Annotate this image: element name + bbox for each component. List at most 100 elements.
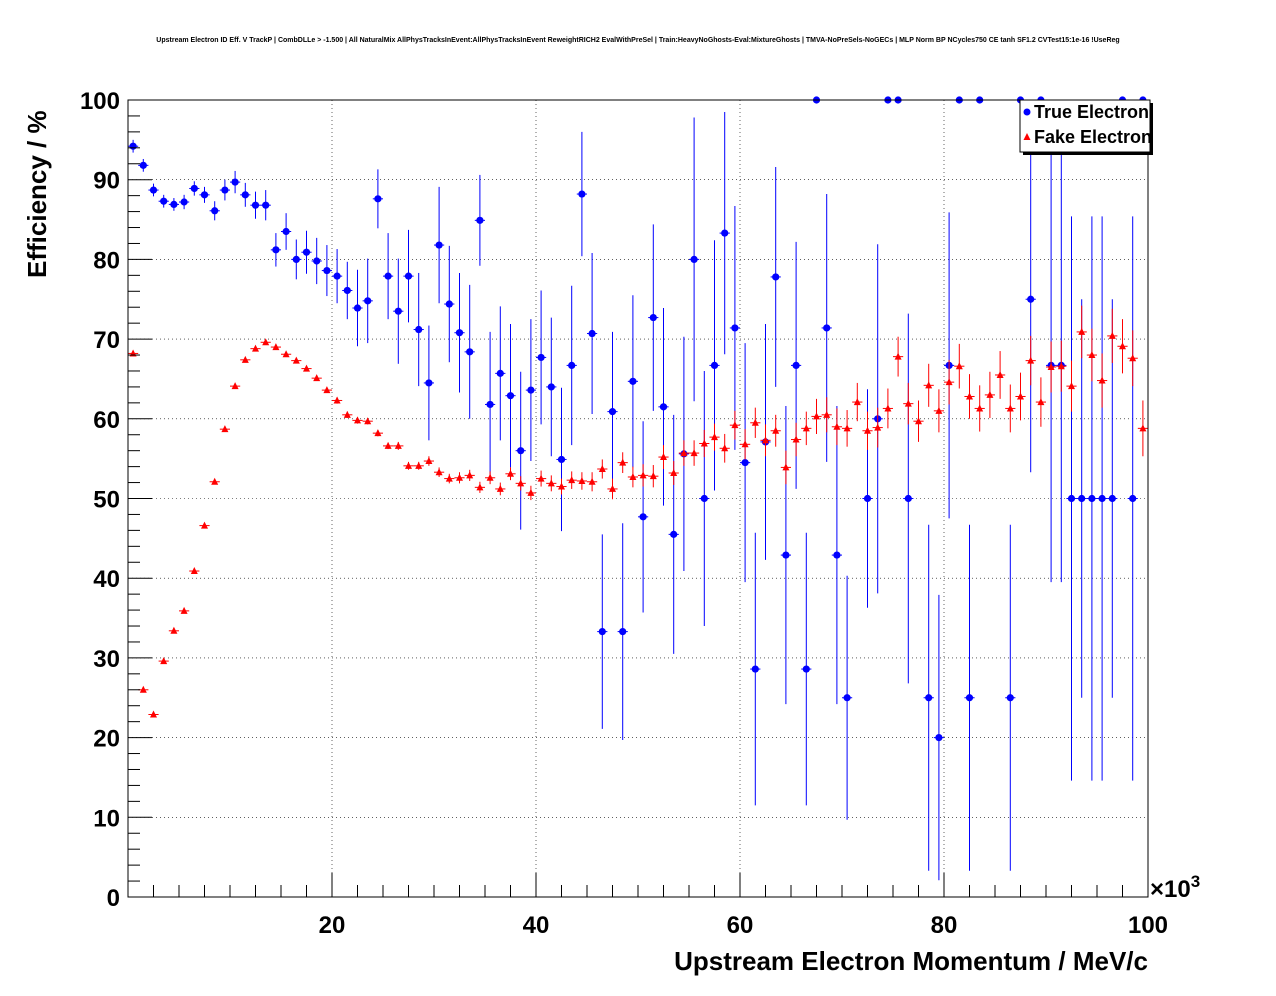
point-marker <box>649 313 657 322</box>
point-marker <box>201 521 208 529</box>
point-marker <box>996 370 1004 378</box>
point-marker <box>425 457 433 465</box>
data-point <box>525 319 536 462</box>
point-marker <box>1139 424 1147 432</box>
data-point <box>964 524 975 871</box>
data-point <box>801 411 812 446</box>
point-marker <box>476 483 484 491</box>
point-marker <box>200 191 209 199</box>
data-point <box>668 414 679 654</box>
data-point <box>627 295 638 468</box>
data-point <box>862 411 873 450</box>
x-axis-exponent: ×103 <box>1150 872 1200 903</box>
data-point <box>525 485 536 501</box>
data-point <box>750 407 761 438</box>
data-point <box>179 606 190 614</box>
point-marker <box>190 567 198 575</box>
point-marker <box>762 436 769 444</box>
point-marker <box>313 257 321 265</box>
data-point <box>189 567 200 575</box>
data-point <box>740 343 751 583</box>
data-point <box>505 323 516 468</box>
data-point <box>1076 299 1087 698</box>
point-marker <box>415 461 423 469</box>
data-point <box>903 382 914 425</box>
point-marker <box>833 422 841 430</box>
data-point <box>403 461 414 470</box>
y-tick-label: 20 <box>93 726 120 753</box>
data-point <box>791 422 802 457</box>
point-marker <box>374 195 382 203</box>
data-point <box>1046 341 1057 393</box>
point-marker <box>772 273 780 281</box>
data-point <box>1107 299 1118 698</box>
point-marker <box>731 421 739 429</box>
data-point <box>913 400 924 442</box>
data-point <box>321 386 332 394</box>
data-point <box>556 387 567 532</box>
y-tick-label: 60 <box>93 407 120 434</box>
data-point <box>393 441 404 450</box>
data-point <box>597 459 608 479</box>
point-marker <box>578 190 586 198</box>
point-marker <box>976 404 984 412</box>
point-marker <box>160 197 168 205</box>
data-point <box>434 186 445 304</box>
point-marker <box>986 390 994 398</box>
point-marker <box>170 626 178 634</box>
point-marker <box>1068 382 1075 390</box>
point-marker <box>537 353 545 362</box>
data-point <box>933 594 944 881</box>
data-point <box>729 206 740 450</box>
point-marker <box>751 418 759 426</box>
data-point <box>556 478 567 495</box>
data-point <box>393 258 404 364</box>
y-tick-label: 80 <box>93 247 120 274</box>
point-marker <box>915 417 922 425</box>
data-point <box>383 233 394 320</box>
point-marker <box>251 201 260 209</box>
point-marker <box>445 300 453 308</box>
point-marker <box>1017 392 1024 400</box>
point-marker <box>353 304 362 312</box>
data-point <box>842 410 853 447</box>
data-point <box>740 429 751 460</box>
data-point <box>250 344 261 352</box>
point-marker <box>364 417 372 425</box>
data-point <box>485 331 496 477</box>
point-marker <box>476 216 484 224</box>
point-marker <box>629 377 637 385</box>
data-point <box>536 470 547 487</box>
data-point <box>148 183 159 197</box>
data-point <box>933 389 944 433</box>
point-marker <box>303 364 310 372</box>
point-marker <box>333 272 341 280</box>
x-tick-label: 100 <box>1128 912 1168 939</box>
data-point <box>811 398 822 434</box>
point-marker <box>333 396 341 404</box>
data-point <box>454 472 465 484</box>
legend-box <box>1019 99 1151 153</box>
data-point <box>1097 353 1108 408</box>
data-point <box>1025 335 1036 386</box>
point-marker <box>496 484 504 492</box>
x-axis-title: Upstream Electron Momentum / MeV/c <box>674 946 1148 976</box>
point-marker <box>139 685 147 693</box>
data-point <box>770 166 781 387</box>
data-point <box>485 471 496 485</box>
data-point <box>444 473 455 484</box>
data-point <box>658 445 669 470</box>
point-marker <box>343 286 351 295</box>
data-point <box>944 359 955 405</box>
data-point <box>434 467 445 477</box>
point-marker <box>568 476 576 484</box>
data-point <box>842 575 853 820</box>
data-point <box>179 194 190 210</box>
data-point <box>240 355 251 363</box>
data-point <box>281 350 292 358</box>
point-marker <box>670 468 678 476</box>
data-point <box>984 371 995 419</box>
data-point <box>1066 216 1077 781</box>
data-point <box>311 237 322 285</box>
point-marker <box>1098 494 1106 503</box>
